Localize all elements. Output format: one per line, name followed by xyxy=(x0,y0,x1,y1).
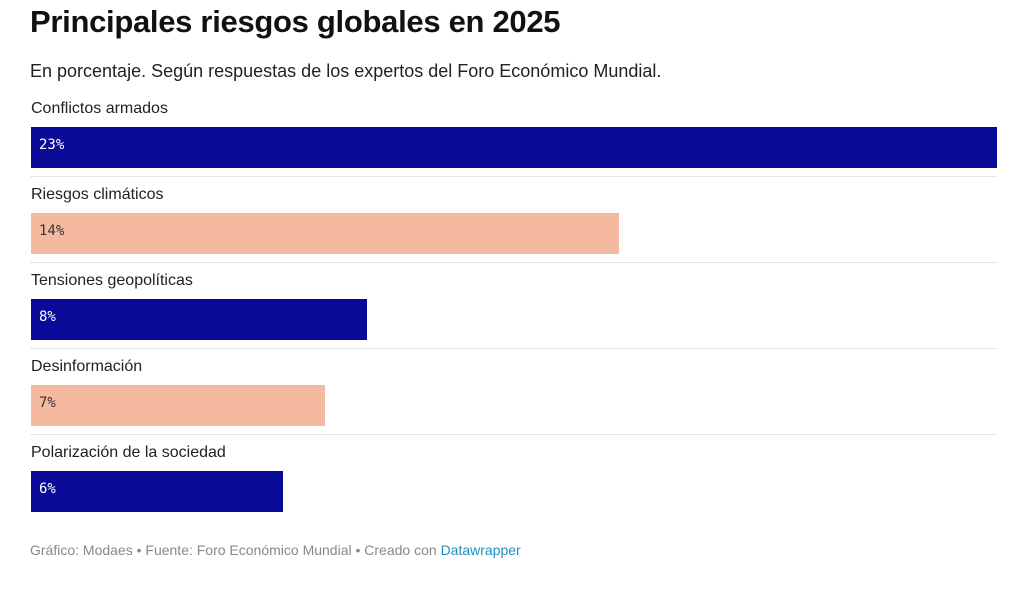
value-label: 23% xyxy=(39,137,65,153)
chart-footer: Gráfico: Modaes • Fuente: Foro Económico… xyxy=(30,542,521,558)
datawrapper-link[interactable]: Datawrapper xyxy=(440,542,521,558)
category-label: Riesgos climáticos xyxy=(31,186,164,203)
bar-row: Desinformación 7% xyxy=(31,356,997,442)
bar xyxy=(31,471,283,512)
bar-chart: Conflictos armados 23% Riesgos climáticos 1… xyxy=(31,98,997,528)
category-label: Conflictos armados xyxy=(31,100,168,117)
row-divider xyxy=(31,262,997,263)
row-divider xyxy=(31,348,997,349)
footer-credits: Gráfico: Modaes • Fuente: Foro Económico… xyxy=(30,542,437,558)
bar xyxy=(31,213,619,254)
chart-subtitle: En porcentaje. Según respuestas de los e… xyxy=(30,61,662,81)
bar-row: Polarización de la sociedad 6% xyxy=(31,442,997,528)
row-divider xyxy=(31,176,997,177)
value-label: 6% xyxy=(39,481,56,497)
bar xyxy=(31,127,997,168)
bar-row: Tensiones geopolíticas 8% xyxy=(31,270,997,356)
category-label: Desinformación xyxy=(31,358,143,375)
category-label: Polarización de la sociedad xyxy=(31,444,226,461)
row-divider xyxy=(31,434,997,435)
chart-title: Principales riesgos globales en 2025 xyxy=(30,4,561,39)
value-label: 14% xyxy=(39,223,65,239)
bar-row: Riesgos climáticos 14% xyxy=(31,184,997,270)
value-label: 8% xyxy=(39,309,56,325)
category-label: Tensiones geopolíticas xyxy=(31,272,193,289)
bar-row: Conflictos armados 23% xyxy=(31,98,997,184)
bar xyxy=(31,299,367,340)
bar xyxy=(31,385,325,426)
value-label: 7% xyxy=(39,395,56,411)
